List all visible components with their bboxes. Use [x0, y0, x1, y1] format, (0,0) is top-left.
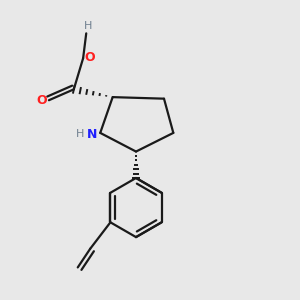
Text: H: H — [76, 129, 84, 140]
Text: O: O — [85, 51, 95, 64]
Text: O: O — [37, 94, 47, 107]
Text: H: H — [84, 21, 92, 31]
Text: N: N — [87, 128, 98, 141]
